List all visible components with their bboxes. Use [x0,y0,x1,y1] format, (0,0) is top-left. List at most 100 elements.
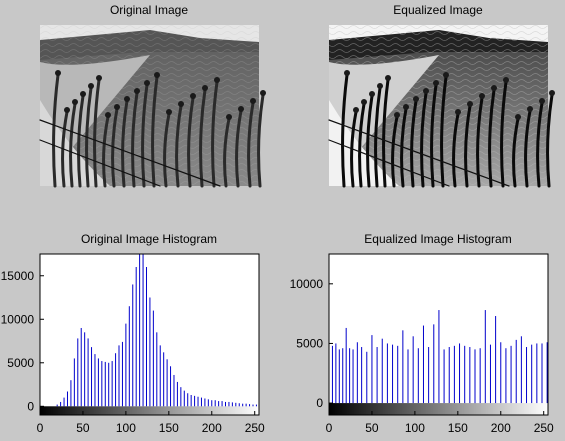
image-title-original: Original Image [110,3,188,17]
y-tick-label: 0 [316,396,323,410]
bud [250,98,256,104]
bud [423,88,429,94]
x-tick-label: 50 [365,421,379,435]
bud [479,93,485,99]
stem [512,117,520,188]
grayscale-colorbar [40,406,259,415]
stem [524,109,532,188]
bud [154,72,160,78]
bud [214,77,220,83]
bud [377,83,383,89]
x-tick-label: 100 [405,421,425,435]
histogram-title-equalized: Equalized Image Histogram [364,232,511,246]
stem [257,93,265,188]
stem [247,101,255,188]
x-tick-label: 100 [116,421,136,435]
bud [114,104,120,110]
bud [144,80,150,86]
bud [55,70,61,76]
bud [260,90,266,96]
bud [72,99,78,105]
bud [361,99,367,105]
histogram-title-original: Original Image Histogram [81,232,217,246]
equalized-image [328,25,555,188]
y-tick-label: 15000 [1,269,35,283]
bud [394,112,400,118]
stem [141,83,149,188]
stem [546,93,554,188]
stem [211,80,219,188]
stem [77,94,85,188]
bud [124,96,130,102]
x-tick-label: 200 [491,421,511,435]
bud [467,101,473,107]
stem [430,83,438,188]
plot-border [328,253,549,416]
bud [527,106,533,112]
plot-border [39,253,260,416]
y-tick-label: 5000 [7,356,34,370]
stem [410,99,418,188]
stem [199,88,207,188]
fence [39,119,221,187]
x-tick-label: 200 [202,421,222,435]
bud [88,83,94,89]
y-tick-label: 5000 [296,336,323,350]
stem [187,96,195,188]
stem [175,104,183,188]
y-tick-label: 10000 [290,277,324,291]
x-tick-label: 0 [37,421,44,435]
stem [121,99,129,188]
stem [131,91,139,188]
stem [382,78,390,188]
stem [488,88,496,188]
bud [226,114,232,120]
bud [385,75,391,81]
bud [503,77,509,83]
original-image [39,25,266,188]
bud [238,106,244,112]
stem [52,73,60,188]
histogram-original: 0 50 100 150 200 250 0 5000 10000 15000 [1,253,265,435]
stem [536,101,544,188]
y-tick-label: 10000 [1,312,35,326]
fence [328,119,510,187]
stem [111,107,119,188]
image-title-equalized: Equalized Image [393,3,483,17]
bud [549,90,555,96]
stem [223,117,231,188]
grayscale-colorbar [329,403,548,415]
stem [163,112,171,188]
stem [93,78,101,188]
stem [341,73,349,188]
bud [403,104,409,110]
histogram-equalized: 0 50 100 150 200 250 0 5000 10000 [290,253,554,435]
stem [358,102,366,188]
stem [235,109,243,188]
y-tick-label: 0 [27,399,34,413]
bud [96,75,102,81]
x-tick-label: 250 [245,421,265,435]
stem [391,115,399,188]
stem [500,80,508,188]
bud [539,98,545,104]
stem [464,104,472,188]
stem [476,96,484,188]
bud [455,109,461,115]
stem [151,75,159,188]
stem [102,115,110,188]
stem [452,112,460,188]
bud [166,109,172,115]
bud [64,107,70,113]
stem [400,107,408,188]
bud [190,93,196,99]
bud [369,91,375,97]
x-tick-label: 0 [326,421,333,435]
bud [443,72,449,78]
bud [202,85,208,91]
bud [413,96,419,102]
bud [80,91,86,97]
bud [344,70,350,76]
